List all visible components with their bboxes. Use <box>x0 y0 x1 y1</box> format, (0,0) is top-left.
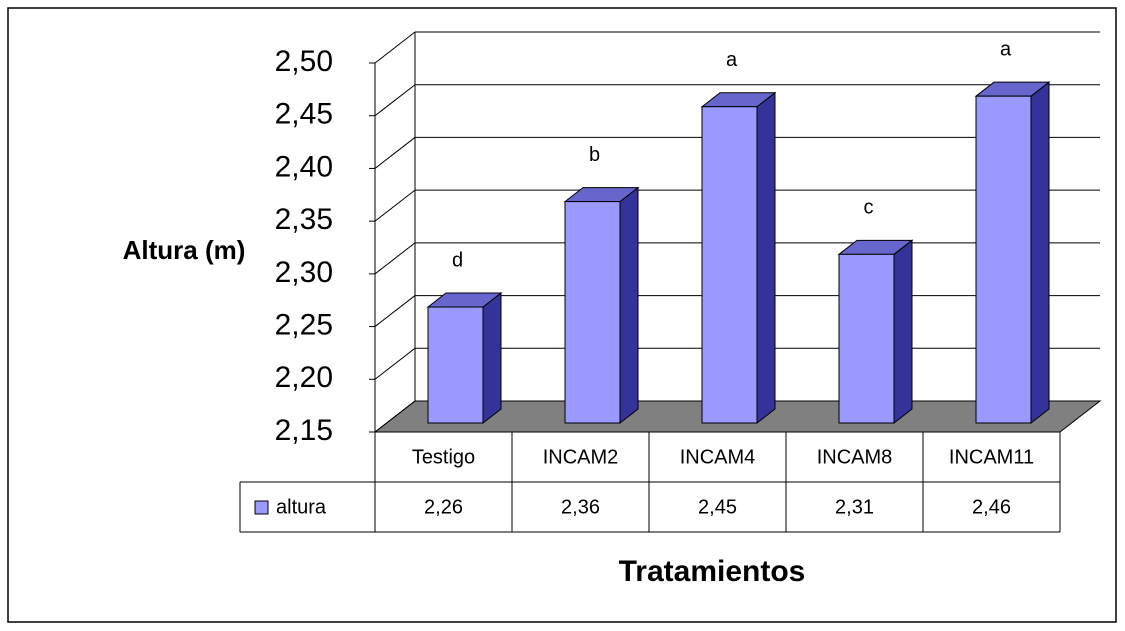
bar <box>974 81 1051 425</box>
legend-swatch <box>254 500 269 515</box>
wall-line <box>374 189 416 222</box>
bar-side <box>1030 81 1050 425</box>
legend-label: altura <box>276 496 327 518</box>
value-label: 2,46 <box>972 496 1011 518</box>
wall-line <box>374 347 416 380</box>
bar-front <box>701 106 758 424</box>
y-tick-label: 2,40 <box>275 150 333 183</box>
annotation: a <box>726 49 738 71</box>
value-label: 2,31 <box>835 496 874 518</box>
y-axis-label: Altura (m) <box>123 235 246 265</box>
category-label: INCAM11 <box>949 446 1034 468</box>
bar <box>837 239 914 425</box>
category-label: INCAM8 <box>817 446 893 468</box>
category-label: INCAM4 <box>680 446 756 468</box>
wall-line <box>374 400 416 433</box>
wall-line <box>374 84 416 117</box>
category-label: Testigo <box>412 446 475 468</box>
bar-side <box>756 91 776 425</box>
bar-front <box>975 95 1032 424</box>
y-tick-label: 2,35 <box>275 203 333 236</box>
bar <box>700 91 777 425</box>
wall-line <box>374 242 416 275</box>
annotation: d <box>452 249 463 271</box>
y-tick-label: 2,15 <box>275 414 333 447</box>
annotation: c <box>864 197 874 219</box>
bar-side <box>893 239 913 425</box>
y-tick-label: 2,45 <box>275 98 333 131</box>
chart-frame <box>7 7 1117 623</box>
bar-front <box>427 306 484 424</box>
bar-side <box>619 186 639 425</box>
category-label: INCAM2 <box>543 446 619 468</box>
bar-front <box>838 253 895 424</box>
y-tick-label: 2,50 <box>275 45 333 78</box>
wall-line <box>374 295 416 327</box>
annotation: b <box>589 144 600 166</box>
y-tick-label: 2,25 <box>275 308 333 341</box>
value-label: 2,26 <box>424 496 463 518</box>
bar-front <box>564 201 621 424</box>
wall-line <box>374 31 416 64</box>
bar-side <box>482 292 502 425</box>
value-label: 2,36 <box>561 496 600 518</box>
x-axis-label: Tratamientos <box>619 555 806 588</box>
value-label: 2,45 <box>698 496 737 518</box>
annotation: a <box>1000 38 1012 60</box>
bar <box>563 186 640 425</box>
y-tick-label: 2,30 <box>275 256 333 289</box>
wall-line <box>374 137 416 169</box>
y-tick-label: 2,20 <box>275 361 333 394</box>
bar <box>426 292 503 425</box>
